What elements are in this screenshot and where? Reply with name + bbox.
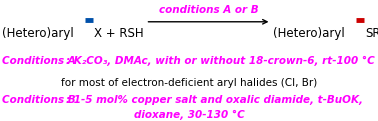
Text: (Hetero)aryl: (Hetero)aryl [273,27,345,40]
Text: X + RSH: X + RSH [94,27,144,40]
Text: SR: SR [365,27,378,40]
Text: (Hetero)aryl: (Hetero)aryl [2,27,74,40]
Text: : K₂CO₃, DMAc, with or without 18-crown-6, rt-100 °C: : K₂CO₃, DMAc, with or without 18-crown-… [66,56,375,66]
Text: conditions A or B: conditions A or B [159,4,258,15]
Text: dioxane, 30-130 °C: dioxane, 30-130 °C [134,110,244,120]
Text: Conditions B: Conditions B [2,95,76,105]
Text: Conditions A: Conditions A [2,56,76,66]
Text: : 1-5 mol% copper salt and oxalic diamide, t-BuOK,: : 1-5 mol% copper salt and oxalic diamid… [66,95,363,105]
Text: for most of electron-deficient aryl halides (Cl, Br): for most of electron-deficient aryl hali… [61,78,317,88]
